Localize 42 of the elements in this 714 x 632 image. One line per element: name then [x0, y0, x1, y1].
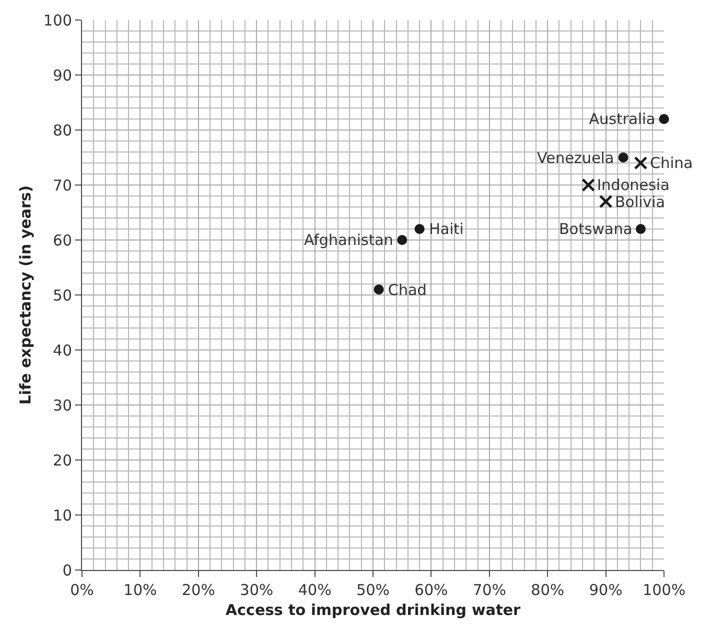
point [599, 194, 613, 208]
y-tick-label: 30 [52, 396, 72, 414]
annotation: Haiti [429, 220, 464, 238]
annotation: Afghanistan [304, 231, 394, 249]
point [659, 114, 669, 124]
y-tick-label: 0 [62, 561, 72, 580]
annotation: Botswana [559, 220, 632, 238]
annotation: Bolivia [615, 193, 666, 211]
point [582, 178, 596, 192]
y-tick-label: 50 [52, 286, 72, 304]
y-tick-label: 100 [43, 11, 72, 30]
point [397, 235, 408, 245]
annotation: Indonesia [597, 176, 670, 194]
x-axis-title: Access to improved drinking water [226, 601, 522, 619]
x-tick-label: 70% [472, 581, 506, 599]
point [634, 156, 648, 170]
x-tick-label: 0% [70, 581, 94, 599]
y-tick-label: 80 [52, 121, 72, 140]
x-tick-label: 60% [414, 581, 448, 599]
y-tick-label: 10 [52, 506, 72, 524]
y-tick-label: 40 [52, 341, 72, 360]
x-tick-label: 90% [589, 581, 622, 599]
annotation: Venezuela [537, 149, 614, 167]
point [636, 224, 646, 234]
x-tick-label: 30% [240, 581, 274, 599]
point [618, 152, 628, 162]
y-tick-label: 20 [52, 451, 72, 470]
y-tick-label: 60 [52, 231, 72, 250]
annotation: Chad [388, 281, 427, 299]
point [374, 284, 384, 294]
y-tick-label: 90 [52, 66, 72, 84]
annotation: China [650, 154, 693, 172]
y-tick-label: 70 [52, 176, 72, 194]
x-tick-label: 20% [182, 581, 216, 599]
annotation: Australia [589, 110, 656, 128]
x-tick-label: 50% [356, 581, 390, 599]
x-tick-label: 80% [530, 581, 564, 599]
y-axis-title: Life expectancy (in years) [16, 185, 35, 405]
point [414, 224, 425, 234]
x-tick-label: 10% [124, 581, 157, 599]
x-tick-label: 40% [298, 581, 332, 599]
x-tick-label: 100% [642, 581, 686, 599]
